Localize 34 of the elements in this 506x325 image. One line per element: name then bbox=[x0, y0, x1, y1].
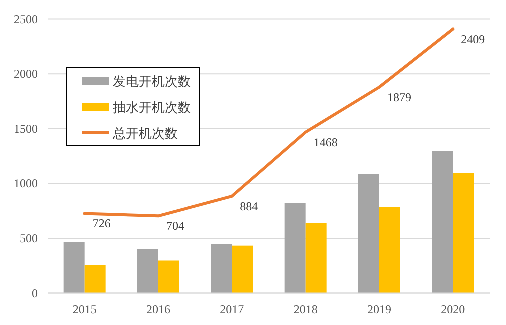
bar bbox=[158, 260, 180, 294]
legend-label: 发电开机次数 bbox=[113, 75, 191, 90]
bar bbox=[84, 265, 106, 294]
y-tick-label: 2500 bbox=[14, 12, 38, 26]
data-label: 2409 bbox=[461, 32, 486, 46]
y-tick-label: 2000 bbox=[14, 67, 38, 82]
y-tick-label: 1500 bbox=[14, 122, 38, 136]
x-tick-label: 2015 bbox=[72, 302, 97, 316]
data-label: 884 bbox=[240, 199, 258, 214]
bar bbox=[432, 151, 454, 294]
bar bbox=[211, 244, 232, 294]
bar bbox=[358, 174, 380, 294]
x-tick-label: 2016 bbox=[146, 302, 170, 316]
data-label: 1468 bbox=[314, 135, 338, 150]
bar bbox=[138, 249, 158, 294]
bar bbox=[306, 223, 327, 294]
y-tick-label: 1000 bbox=[14, 176, 38, 191]
y-tick-label: 0 bbox=[32, 286, 38, 300]
data-label: 726 bbox=[92, 216, 111, 231]
bar bbox=[453, 173, 474, 294]
y-tick-label: 500 bbox=[20, 232, 38, 246]
bar bbox=[232, 246, 254, 294]
line-series bbox=[83, 28, 455, 218]
bar bbox=[64, 242, 85, 294]
x-tick-label: 2020 bbox=[441, 302, 466, 316]
bar bbox=[380, 207, 400, 294]
data-label: 704 bbox=[166, 219, 184, 234]
x-tick-label: 2018 bbox=[294, 302, 318, 316]
x-tick-label: 2019 bbox=[368, 302, 392, 316]
legend-label: 总开机次数 bbox=[112, 127, 178, 142]
bar bbox=[284, 203, 306, 294]
data-label: 1879 bbox=[388, 90, 412, 104]
legend-label: 抽水开机次数 bbox=[113, 101, 191, 116]
x-tick-label: 2017 bbox=[220, 302, 244, 316]
